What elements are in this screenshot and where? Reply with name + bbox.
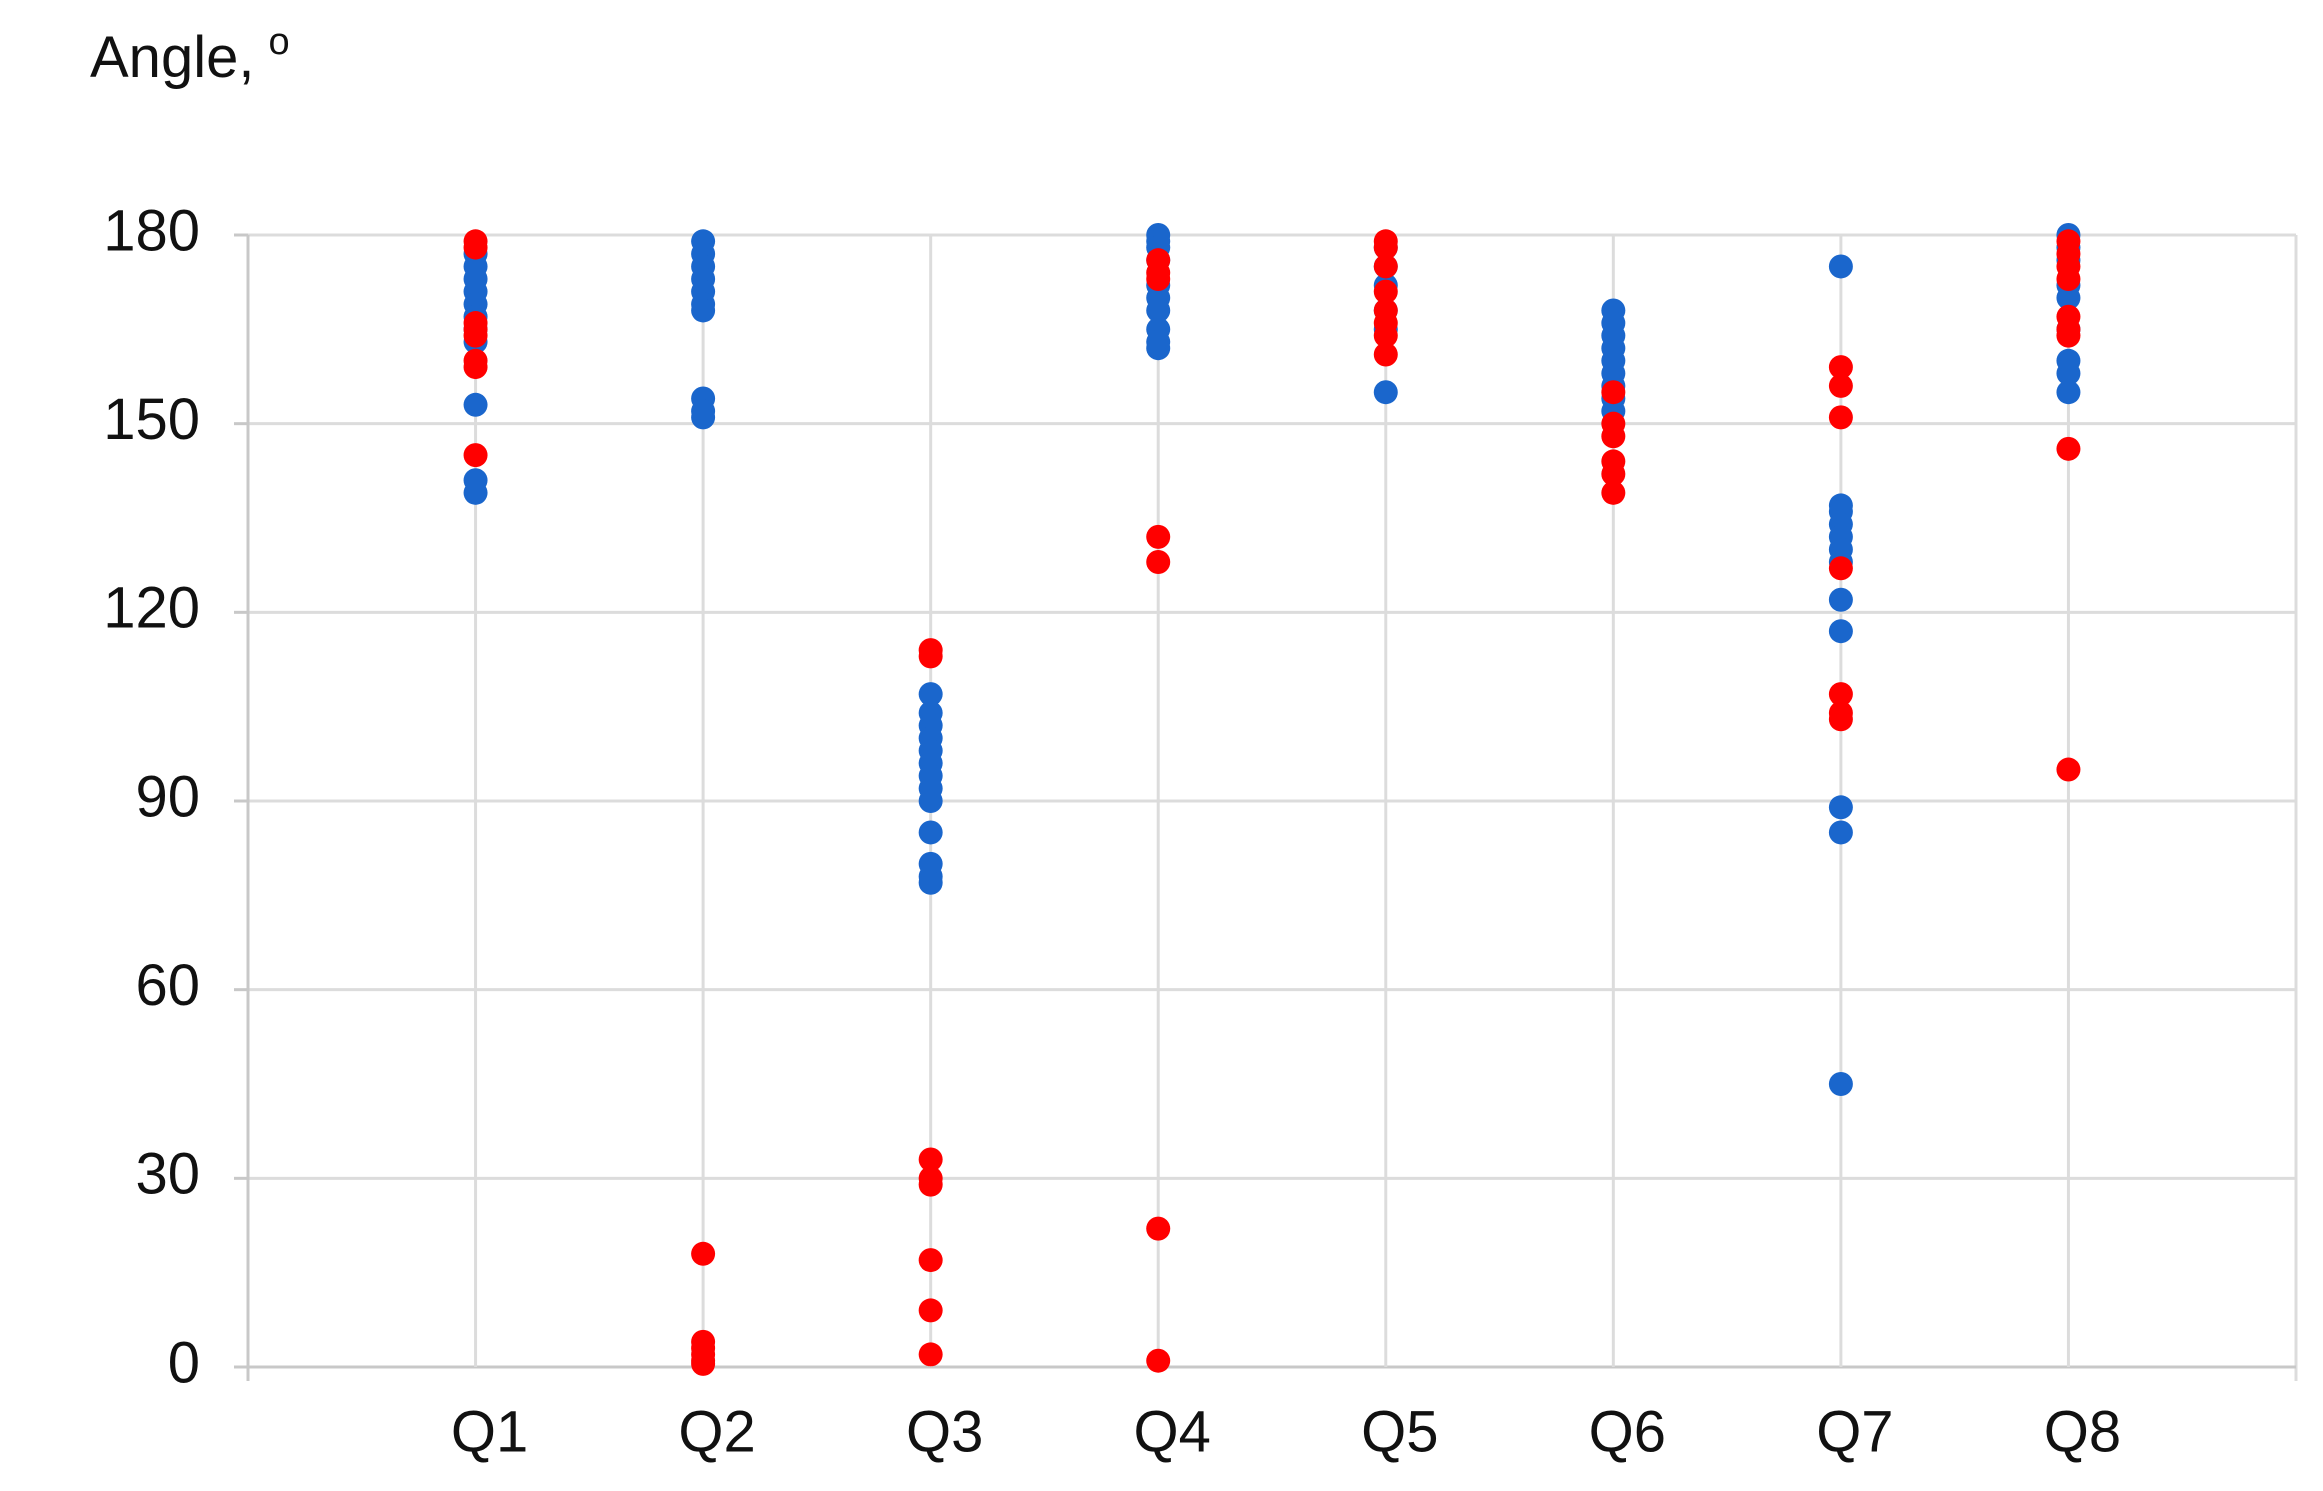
data-point bbox=[918, 682, 943, 707]
x-tick-label: Q6 bbox=[1589, 1399, 1666, 1464]
data-point bbox=[1828, 556, 1853, 581]
data-point bbox=[1828, 707, 1853, 732]
data-point bbox=[2056, 436, 2081, 461]
data-point bbox=[2056, 267, 2081, 292]
data-point bbox=[1146, 550, 1171, 575]
data-point bbox=[691, 298, 716, 323]
y-tick-label: 60 bbox=[135, 953, 200, 1018]
x-tick-label: Q7 bbox=[1816, 1399, 1893, 1464]
data-point bbox=[918, 1342, 943, 1367]
y-tick-label: 0 bbox=[168, 1330, 200, 1395]
x-tick-label: Q5 bbox=[1361, 1399, 1438, 1464]
data-point bbox=[1373, 380, 1398, 405]
y-tick-label: 120 bbox=[103, 576, 200, 641]
data-point bbox=[918, 1172, 943, 1197]
data-point bbox=[918, 1248, 943, 1273]
data-point bbox=[2056, 285, 2081, 310]
data-point bbox=[691, 1241, 716, 1266]
data-point bbox=[1373, 342, 1398, 367]
x-tick-label: Q2 bbox=[678, 1399, 755, 1464]
y-tick-label: 30 bbox=[135, 1142, 200, 1207]
data-point bbox=[463, 480, 488, 505]
data-point bbox=[1373, 235, 1398, 260]
data-point bbox=[1601, 461, 1626, 486]
data-point bbox=[691, 1351, 716, 1376]
data-point bbox=[1373, 323, 1398, 348]
data-point bbox=[1373, 279, 1398, 304]
data-point bbox=[1146, 1216, 1171, 1241]
data-point bbox=[1828, 254, 1853, 279]
data-point bbox=[1373, 254, 1398, 279]
data-point bbox=[1828, 587, 1853, 612]
data-point bbox=[918, 1298, 943, 1323]
data-point bbox=[918, 644, 943, 669]
data-point bbox=[1146, 267, 1171, 292]
data-point bbox=[1828, 1072, 1853, 1096]
data-point bbox=[463, 392, 488, 417]
data-point bbox=[2056, 361, 2081, 386]
data-point bbox=[463, 323, 488, 348]
data-point bbox=[1601, 380, 1626, 405]
data-point bbox=[1828, 373, 1853, 398]
data-point bbox=[1828, 682, 1853, 707]
data-point bbox=[1828, 795, 1853, 820]
data-point bbox=[1828, 619, 1853, 644]
data-point bbox=[918, 870, 943, 895]
data-point bbox=[463, 355, 488, 380]
x-tick-label: Q3 bbox=[906, 1399, 983, 1464]
y-axis-label-text: Angle, bbox=[90, 25, 254, 90]
data-point bbox=[2056, 380, 2081, 405]
y-tick-label: 90 bbox=[135, 764, 200, 829]
data-point bbox=[1601, 424, 1626, 449]
y-axis-label-superscript: o bbox=[268, 21, 289, 63]
y-tick-label: 150 bbox=[103, 387, 200, 452]
y-tick-label: 180 bbox=[103, 198, 200, 263]
x-tick-label: Q8 bbox=[2044, 1399, 2121, 1464]
data-point bbox=[1828, 820, 1853, 845]
data-point bbox=[1146, 336, 1171, 361]
data-point bbox=[1146, 524, 1171, 549]
data-point bbox=[1828, 405, 1853, 430]
data-point bbox=[1601, 480, 1626, 505]
data-point bbox=[691, 405, 716, 430]
data-point bbox=[1146, 298, 1171, 323]
data-point bbox=[918, 820, 943, 845]
y-axis-label: Angle, o bbox=[90, 21, 290, 90]
x-tick-label: Q1 bbox=[451, 1399, 528, 1464]
data-point bbox=[2056, 323, 2081, 348]
data-point bbox=[918, 789, 943, 813]
data-point bbox=[463, 235, 488, 260]
data-point bbox=[918, 1147, 943, 1172]
data-point bbox=[463, 443, 488, 468]
data-point bbox=[1828, 355, 1853, 380]
data-point bbox=[1146, 1348, 1171, 1373]
data-point bbox=[2056, 757, 2081, 782]
x-tick-label: Q4 bbox=[1134, 1399, 1211, 1464]
